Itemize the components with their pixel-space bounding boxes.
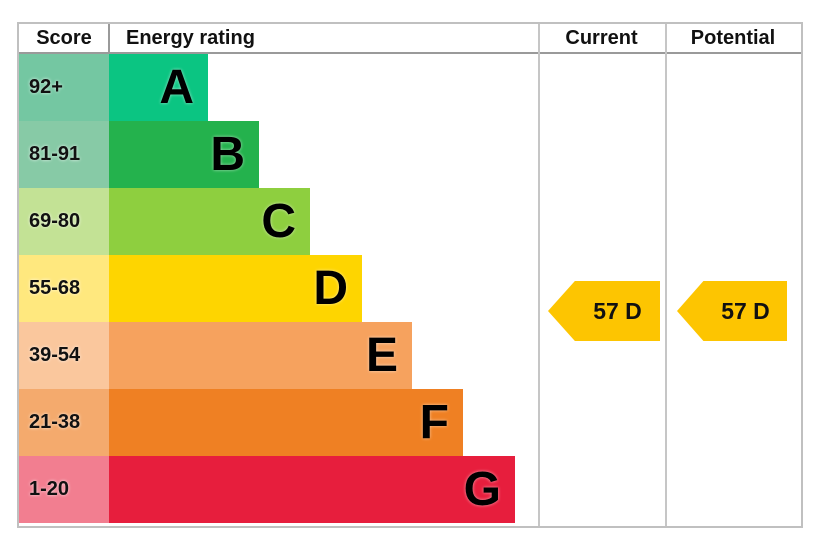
band-row: 55-68 D (19, 255, 801, 322)
band-row: 81-91 B (19, 121, 801, 188)
current-column-divider (538, 24, 540, 526)
band-score-range: 92+ (19, 54, 109, 121)
band-score-range: 39-54 (19, 322, 109, 389)
header-score: Score (36, 27, 92, 49)
band-bar: D (109, 255, 362, 322)
band-row: 1-20 G (19, 456, 801, 523)
epc-table: Score Energy rating Current Potential 92… (17, 22, 803, 528)
band-bar: F (109, 389, 463, 456)
band-bar: G (109, 456, 515, 523)
epc-table-inner: Score Energy rating Current Potential 92… (19, 24, 801, 526)
band-row: 69-80 C (19, 188, 801, 255)
band-score-range: 81-91 (19, 121, 109, 188)
band-row: 39-54 E (19, 322, 801, 389)
band-bar: E (109, 322, 412, 389)
band-rows: 92+ A 81-91 B 69-80 C 55-68 D (19, 54, 801, 523)
potential-rating-label: 57 D (721, 297, 770, 324)
band-score-range: 69-80 (19, 188, 109, 255)
band-row: 21-38 F (19, 389, 801, 456)
band-bar: C (109, 188, 310, 255)
band-row: 92+ A (19, 54, 801, 121)
potential-column-divider (665, 24, 667, 526)
band-bar: B (109, 121, 259, 188)
band-score-range: 1-20 (19, 456, 109, 523)
band-score-range: 55-68 (19, 255, 109, 322)
current-rating-arrow: 57 D (548, 281, 660, 341)
current-rating-label: 57 D (593, 297, 642, 324)
header-score-divider (108, 24, 110, 52)
header-potential: Potential (690, 27, 776, 49)
potential-rating-arrow: 57 D (677, 281, 787, 341)
table-header-row: Score Energy rating Current Potential (19, 24, 801, 54)
band-bar: A (109, 54, 208, 121)
band-score-range: 21-38 (19, 389, 109, 456)
header-current: Current (565, 27, 638, 49)
header-energy-rating: Energy rating (126, 27, 255, 49)
